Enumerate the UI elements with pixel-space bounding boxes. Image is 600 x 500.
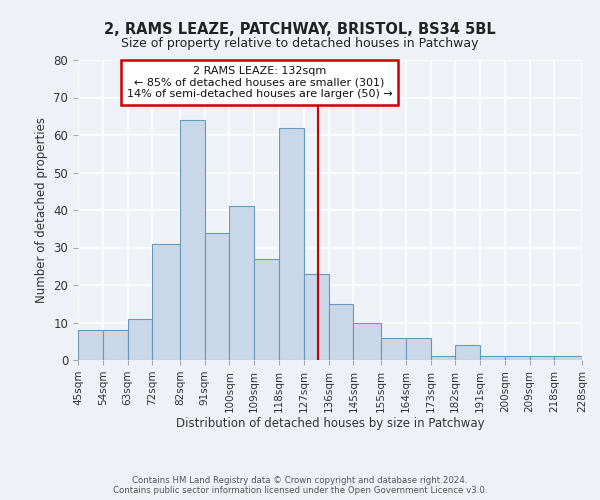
Bar [530,356,554,360]
Bar [205,232,229,360]
Bar [152,244,180,360]
Bar [78,330,103,360]
Bar [353,322,381,360]
Bar [480,356,505,360]
Bar [406,338,431,360]
Bar [279,128,304,360]
Bar [431,356,455,360]
X-axis label: Distribution of detached houses by size in Patchway: Distribution of detached houses by size … [176,418,484,430]
Bar [455,345,480,360]
Bar [304,274,329,360]
Text: 2 RAMS LEAZE: 132sqm
← 85% of detached houses are smaller (301)
14% of semi-deta: 2 RAMS LEAZE: 132sqm ← 85% of detached h… [127,66,392,99]
Y-axis label: Number of detached properties: Number of detached properties [35,117,48,303]
Text: Size of property relative to detached houses in Patchway: Size of property relative to detached ho… [121,38,479,51]
Bar [554,356,582,360]
Text: 2, RAMS LEAZE, PATCHWAY, BRISTOL, BS34 5BL: 2, RAMS LEAZE, PATCHWAY, BRISTOL, BS34 5… [104,22,496,38]
Bar [180,120,205,360]
Text: Contains HM Land Registry data © Crown copyright and database right 2024.
Contai: Contains HM Land Registry data © Crown c… [113,476,487,495]
Bar [381,338,406,360]
Bar [128,319,152,360]
Bar [505,356,530,360]
Bar [329,304,353,360]
Bar [229,206,254,360]
Bar [103,330,128,360]
Bar [254,259,279,360]
